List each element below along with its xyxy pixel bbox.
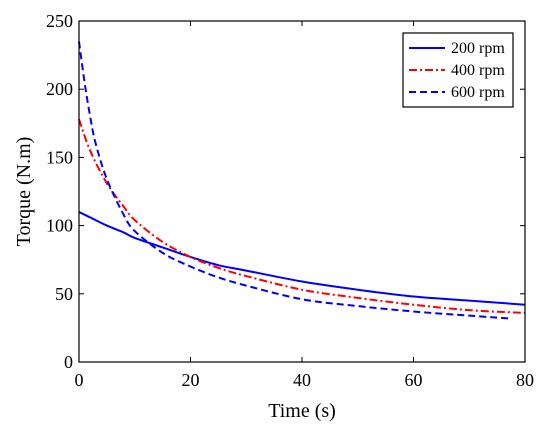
legend-entry: 400 rpm <box>451 62 505 79</box>
legend-entry: 600 rpm <box>451 84 505 101</box>
x-tick-label: 20 <box>182 370 200 390</box>
series-line-600-rpm <box>78 41 509 320</box>
y-tick-label: 250 <box>46 11 73 31</box>
y-tick-label: 100 <box>46 216 73 236</box>
x-tick-label: 40 <box>293 370 311 390</box>
series-layer <box>78 41 526 320</box>
legend-entry: 200 rpm <box>451 40 505 57</box>
series-line-200-rpm <box>78 211 526 306</box>
legend: 200 rpm 400 rpm 600 rpm <box>402 32 514 108</box>
series-line-400-rpm <box>78 118 526 314</box>
y-tick-label: 50 <box>55 284 73 304</box>
y-tick-label: 150 <box>46 147 73 167</box>
x-tick-label: 60 <box>405 370 423 390</box>
x-tick-label: 0 <box>75 370 84 390</box>
y-tick-label: 0 <box>64 352 73 372</box>
y-tick-label: 200 <box>46 79 73 99</box>
ticks-layer: 0 20 40 60 80 0 50 100 150 200 250 <box>46 11 534 390</box>
x-tick-label: 80 <box>516 370 534 390</box>
y-axis-label: Torque (N.m) <box>13 137 35 247</box>
x-axis-label: Time (s) <box>268 400 336 422</box>
